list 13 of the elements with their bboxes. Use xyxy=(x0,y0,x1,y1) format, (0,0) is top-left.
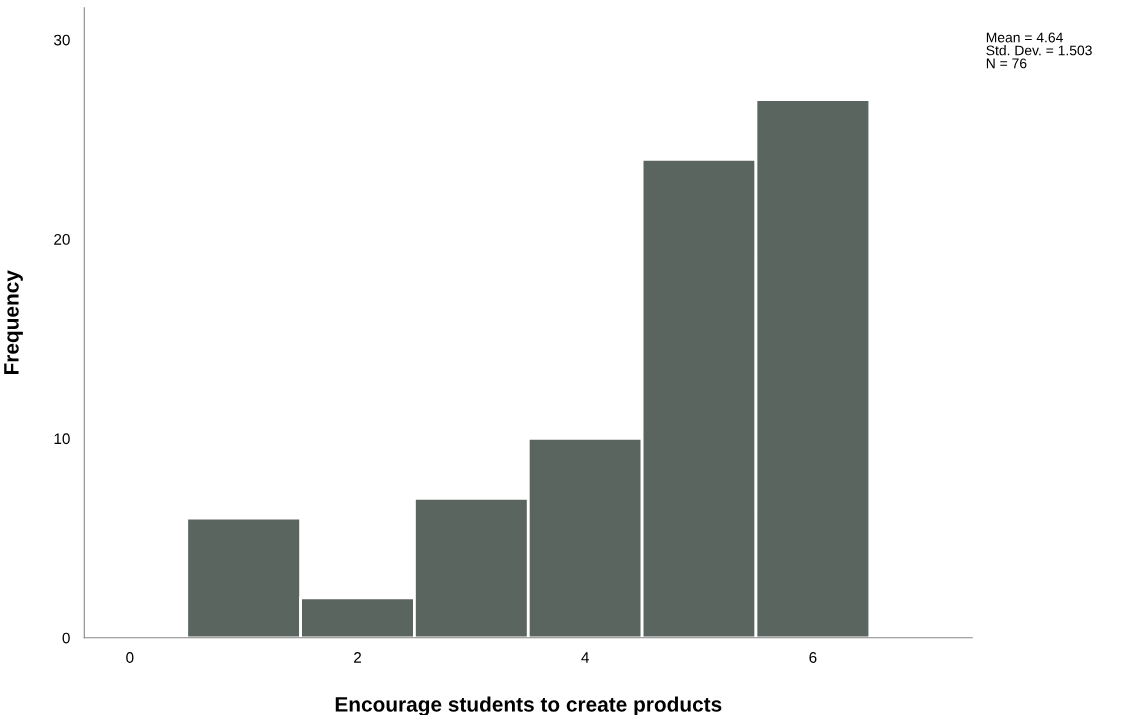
text: Std. Dev. = 1.503 xyxy=(986,45,1092,56)
x-tick-label: 6 xyxy=(809,652,817,663)
y-tick-label: 30 xyxy=(54,34,70,46)
x-tick-label: 0 xyxy=(126,652,134,663)
x-tick-label: 2 xyxy=(354,652,361,663)
y-tick-label: 20 xyxy=(54,233,70,245)
x-tick-label: 4 xyxy=(581,652,589,663)
text: N = 76 xyxy=(986,58,1027,69)
x-axis-title: Encourage students to create products xyxy=(335,696,722,715)
y-tick-label: 10 xyxy=(54,433,70,445)
text: Mean = 4.64 xyxy=(986,32,1063,43)
y-axis-title: Frequency xyxy=(4,270,23,375)
y-tick-label: 0 xyxy=(62,632,70,644)
